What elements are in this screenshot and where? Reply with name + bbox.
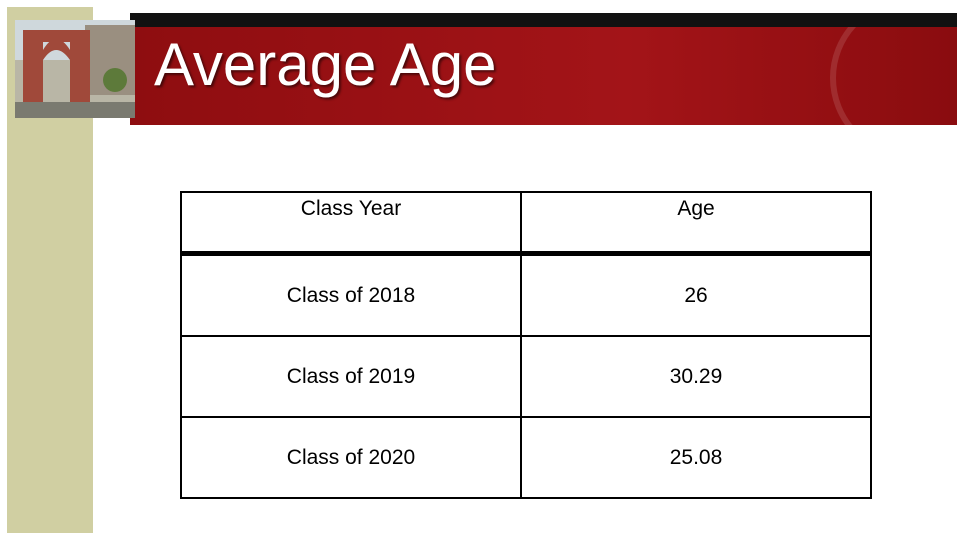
cell: Class of 2019 [180, 335, 522, 418]
cell: 30.29 [520, 335, 872, 418]
header-row: Class Year Age [180, 191, 872, 256]
seal [830, 27, 957, 125]
cell: Class of 2018 [180, 252, 522, 337]
row: Class of 2018 26 [180, 252, 872, 337]
cell: 26 [520, 252, 872, 337]
row: Class of 2020 25.08 [180, 416, 872, 499]
column-header: Class Year [180, 191, 522, 256]
cell: 25.08 [520, 416, 872, 499]
column-header: Age [520, 191, 872, 256]
data-table: Class Year Age Class of 2018 26 Class of… [180, 191, 872, 499]
photo [15, 20, 135, 118]
title: Average Age [154, 31, 497, 98]
row: Class of 2019 30.29 [180, 335, 872, 418]
top-bar [130, 13, 957, 27]
cell: Class of 2020 [180, 416, 522, 499]
banner [130, 27, 957, 125]
